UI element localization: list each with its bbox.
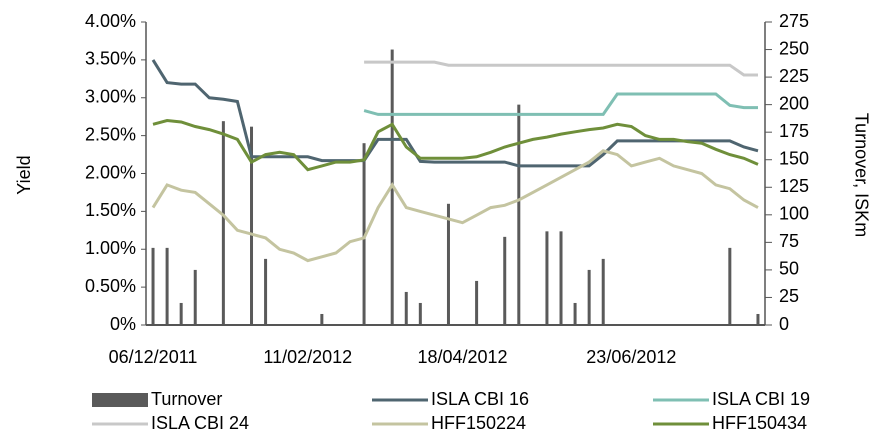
bar bbox=[193, 269, 197, 325]
legend-label: ISLA CBI 16 bbox=[431, 389, 529, 409]
bar bbox=[573, 302, 577, 325]
bar bbox=[587, 269, 591, 325]
legend-label: Turnover bbox=[151, 389, 222, 409]
y2-tick-label: 125 bbox=[779, 176, 809, 196]
line bbox=[152, 118, 759, 172]
y-tick-label: 2.50% bbox=[85, 124, 136, 144]
y-tick-label: 3.50% bbox=[85, 49, 136, 69]
bar bbox=[165, 247, 169, 325]
bar bbox=[446, 203, 450, 325]
y2-tick-label: 100 bbox=[779, 204, 809, 224]
bar bbox=[601, 258, 605, 325]
y2-axis-label: Turnover, ISKm bbox=[851, 113, 871, 237]
x-tick-label: 23/06/2012 bbox=[586, 347, 676, 367]
y2-tick-label: 75 bbox=[779, 231, 799, 251]
line bbox=[363, 92, 758, 116]
legend-label: ISLA CBI 24 bbox=[151, 413, 249, 433]
legend-label: HFF150224 bbox=[431, 413, 526, 433]
y2-tick-label: 175 bbox=[779, 121, 809, 141]
bar bbox=[404, 291, 408, 325]
bar bbox=[362, 143, 366, 325]
bar bbox=[264, 258, 268, 325]
bar bbox=[151, 247, 155, 325]
y2-tick-label: 50 bbox=[779, 259, 799, 279]
line bbox=[151, 149, 759, 263]
y-tick-label: 0.50% bbox=[85, 276, 136, 296]
y-tick-label: 1.00% bbox=[85, 238, 136, 258]
y2-tick-label: 200 bbox=[779, 93, 809, 113]
bar bbox=[756, 313, 760, 325]
y2-tick-label: 150 bbox=[779, 148, 809, 168]
bar bbox=[559, 231, 563, 325]
y-tick-label: 0% bbox=[110, 314, 136, 334]
legend-swatch bbox=[92, 393, 148, 407]
y2-tick-label: 25 bbox=[779, 286, 799, 306]
bar bbox=[517, 104, 521, 326]
legend-label: ISLA CBI 19 bbox=[712, 389, 810, 409]
bar bbox=[545, 231, 549, 325]
y-axis-label: Yield bbox=[14, 155, 34, 194]
line bbox=[151, 59, 759, 168]
bar bbox=[179, 302, 183, 325]
y2-tick-label: 225 bbox=[779, 66, 809, 86]
bar bbox=[728, 247, 732, 325]
line bbox=[364, 60, 758, 77]
bar bbox=[475, 280, 479, 325]
y2-tick-label: 275 bbox=[779, 11, 809, 31]
x-tick-label: 11/02/2012 bbox=[263, 347, 352, 367]
y2-tick-label: 250 bbox=[779, 38, 809, 58]
y-tick-label: 3.00% bbox=[85, 87, 136, 107]
x-tick-label: 18/04/2012 bbox=[417, 347, 507, 367]
x-tick-label: 06/12/2011 bbox=[109, 347, 198, 367]
y2-tick-label: 0 bbox=[779, 314, 789, 334]
bar bbox=[250, 126, 254, 325]
bar bbox=[418, 302, 422, 325]
bar bbox=[221, 121, 225, 325]
y-tick-label: 1.50% bbox=[85, 200, 136, 220]
bar bbox=[503, 236, 507, 325]
bar bbox=[320, 313, 324, 325]
y-tick-label: 4.00% bbox=[85, 11, 136, 31]
y-tick-label: 2.00% bbox=[85, 162, 136, 182]
legend-label: HFF150434 bbox=[712, 413, 807, 433]
